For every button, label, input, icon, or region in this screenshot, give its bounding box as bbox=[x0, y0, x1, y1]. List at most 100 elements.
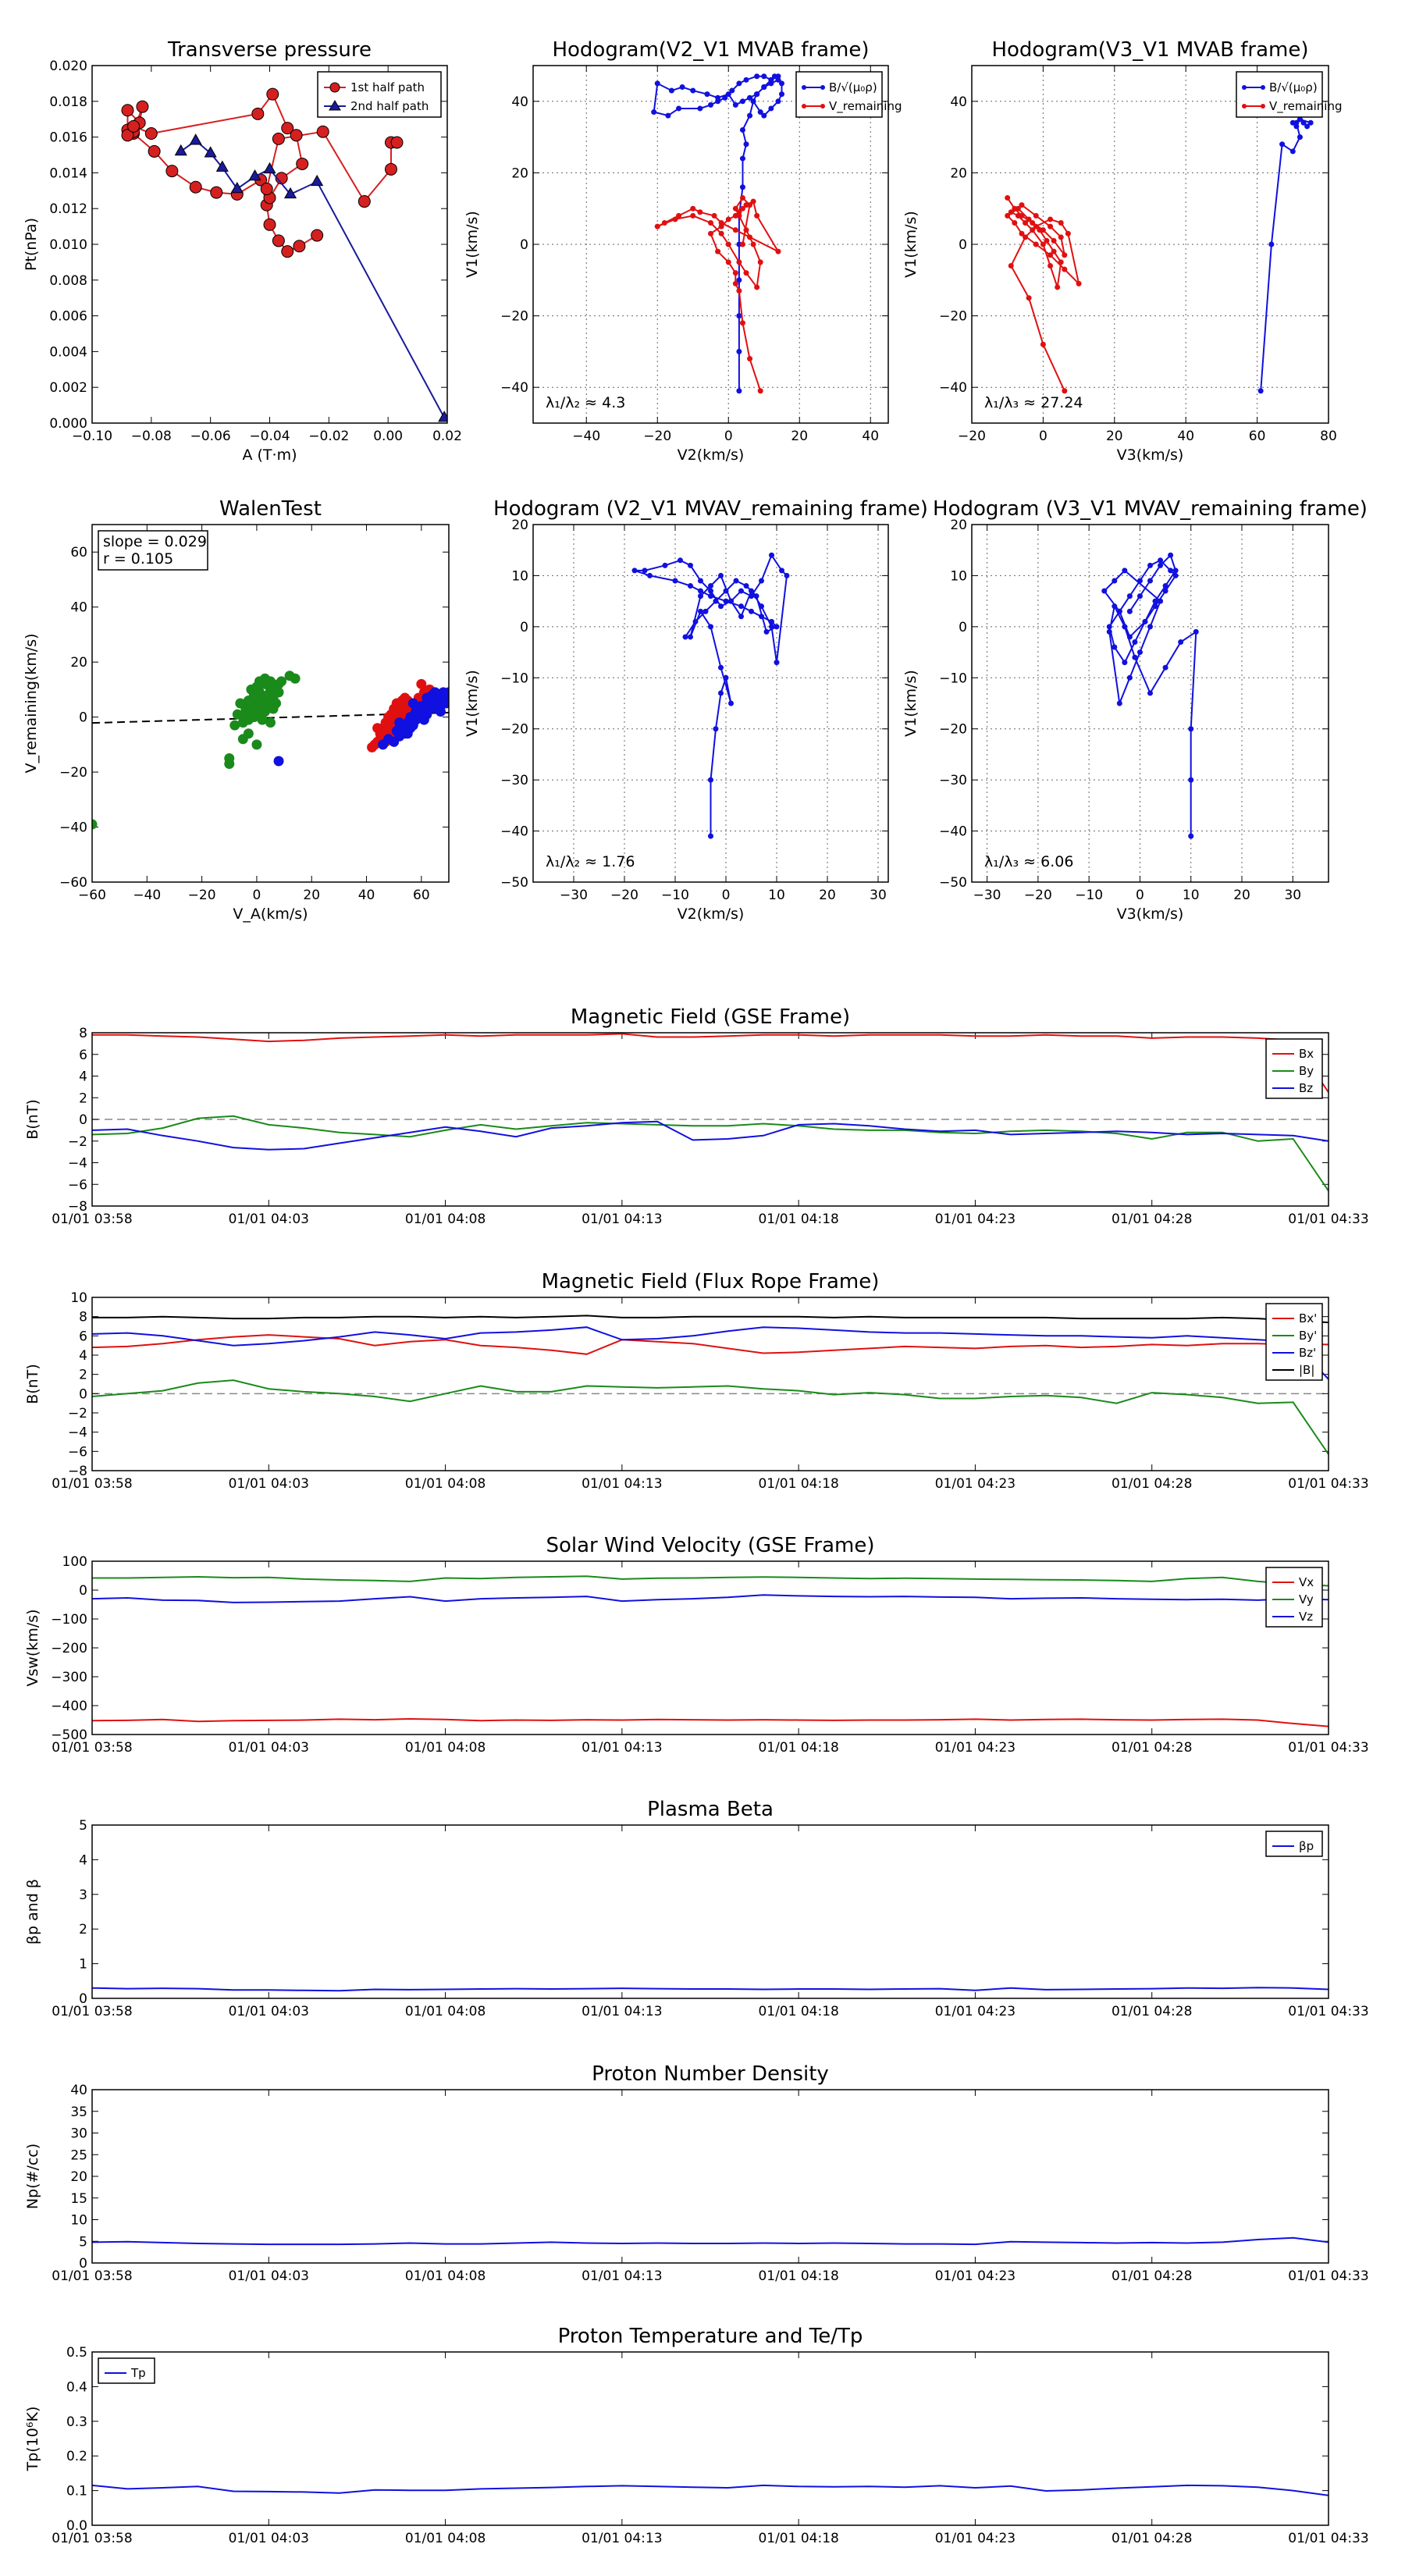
y-tick-label: 40 bbox=[70, 600, 87, 616]
series-0-point bbox=[1158, 557, 1164, 564]
y-tick-label: 20 bbox=[950, 518, 967, 533]
series-0-point bbox=[1152, 603, 1158, 610]
series-b-point bbox=[768, 105, 774, 112]
series-b-point bbox=[775, 98, 781, 105]
series-0-point bbox=[774, 660, 780, 666]
series-0-point bbox=[698, 593, 703, 600]
data-layer bbox=[1101, 552, 1199, 839]
x-tick-label: 01/01 04:03 bbox=[229, 2268, 309, 2284]
x-tick-label: −20 bbox=[1024, 888, 1052, 903]
series-b-point bbox=[1297, 116, 1303, 123]
x-tick-label: 20 bbox=[791, 429, 808, 444]
series-v-remaining-point bbox=[1008, 209, 1014, 215]
series-v-remaining-point bbox=[743, 270, 749, 276]
series-v-remaining-point bbox=[1048, 252, 1054, 258]
x-tick-label: −0.10 bbox=[72, 429, 112, 444]
y-tick-label: −20 bbox=[59, 765, 87, 781]
stats-box bbox=[98, 530, 208, 571]
y-tick-label: 20 bbox=[511, 165, 528, 181]
series-0-point bbox=[1168, 568, 1174, 574]
series-b-point bbox=[736, 80, 742, 87]
series-0-point bbox=[1122, 624, 1128, 630]
series-1st-half-path-point bbox=[266, 87, 279, 101]
series-v-remaining-point bbox=[1023, 234, 1029, 240]
series-0-point bbox=[698, 578, 703, 584]
series-v-remaining-point bbox=[1030, 220, 1036, 226]
legend-label: |B| bbox=[1299, 1363, 1314, 1377]
y-tick-label: 0 bbox=[79, 1112, 87, 1128]
x-tick-label: 10 bbox=[768, 888, 785, 903]
legend-label: Bz bbox=[1299, 1081, 1313, 1095]
data-layer bbox=[92, 2484, 1329, 2496]
y-tick-label: −40 bbox=[939, 380, 967, 396]
series-v-remaining-line bbox=[656, 196, 781, 392]
chart-title: Solar Wind Velocity (GSE Frame) bbox=[546, 1534, 874, 1557]
chart-mag_gse: Magnetic Field (GSE Frame) 01/01 03:58 01/… bbox=[24, 1005, 1369, 1227]
legend-box bbox=[1265, 1567, 1323, 1628]
series-b-point bbox=[750, 98, 756, 105]
series-0-point bbox=[642, 568, 648, 574]
y-tick-label: −20 bbox=[939, 309, 967, 325]
series-2-point bbox=[402, 728, 413, 739]
x-tick-label: 01/01 03:58 bbox=[52, 2268, 132, 2284]
data-layer bbox=[651, 73, 784, 394]
x-tick-label: −10 bbox=[1075, 888, 1103, 903]
y-tick-label: −50 bbox=[500, 875, 528, 891]
series-0-point bbox=[1126, 593, 1133, 600]
x-tick-label: 40 bbox=[1177, 429, 1194, 444]
series-0-point bbox=[92, 819, 98, 830]
series-0-point bbox=[1162, 588, 1168, 594]
series-2-point bbox=[443, 695, 449, 706]
y-tick-label: 10 bbox=[70, 1290, 87, 1306]
series-b-point bbox=[665, 112, 671, 119]
legend-label: B/√(μ₀ρ) bbox=[829, 80, 877, 94]
series-v-remaining-point bbox=[1008, 262, 1014, 269]
series-v-remaining-point bbox=[736, 288, 742, 294]
series-0-point bbox=[723, 674, 729, 681]
series-b-point bbox=[761, 112, 767, 119]
series-0-point bbox=[1106, 628, 1112, 635]
series-1st-half-path-point bbox=[390, 136, 404, 149]
x-tick-label: 01/01 03:58 bbox=[52, 1476, 132, 1492]
series-0-point bbox=[1112, 603, 1118, 610]
x-tick-label: 01/01 04:28 bbox=[1112, 2531, 1192, 2546]
y-axis-label: B(nT) bbox=[24, 1364, 41, 1404]
x-tick-label: 60 bbox=[1249, 429, 1266, 444]
eigenvalue-ratio-annotation: λ₁/λ₃ ≈ 27.24 bbox=[984, 394, 1083, 411]
series-b-point bbox=[715, 98, 721, 105]
y-tick-label: 0 bbox=[520, 620, 528, 635]
series-v-remaining-point bbox=[654, 223, 660, 229]
x-tick-label: 01/01 04:08 bbox=[405, 1740, 486, 1756]
legend-marker bbox=[1242, 104, 1247, 109]
series-b-point bbox=[1293, 123, 1300, 130]
series-b-point bbox=[761, 73, 767, 80]
x-tick-label: −0.06 bbox=[190, 429, 231, 444]
legend-marker bbox=[329, 82, 340, 93]
chart-title: Proton Temperature and Te/Tp bbox=[558, 2325, 863, 2348]
x-tick-label: 01/01 04:23 bbox=[935, 2531, 1016, 2546]
series-b-point bbox=[739, 98, 745, 105]
legend-label: By bbox=[1299, 1064, 1314, 1078]
series-v-remaining-point bbox=[1058, 234, 1064, 240]
x-tick-label: 01/01 04:08 bbox=[405, 2531, 486, 2546]
x-tick-label: 40 bbox=[862, 429, 879, 444]
series-0-point bbox=[749, 593, 754, 600]
series-0-point bbox=[1178, 639, 1184, 645]
series-v-remaining-point bbox=[725, 216, 731, 222]
x-tick-label: 0.00 bbox=[373, 429, 403, 444]
x-tick-label: 01/01 04:03 bbox=[229, 1212, 309, 1227]
series-1st-half-path-point bbox=[148, 144, 161, 158]
y-tick-label: 0.3 bbox=[66, 2414, 87, 2430]
x-tick-label: 0 bbox=[724, 429, 733, 444]
series-0-point bbox=[698, 608, 703, 614]
x-tick-label: 01/01 04:18 bbox=[758, 1212, 838, 1227]
y-tick-label: 0 bbox=[520, 237, 528, 253]
series-0-point bbox=[784, 572, 790, 578]
chart-title: Plasma Beta bbox=[647, 1798, 774, 1821]
legend-box bbox=[1236, 71, 1323, 118]
x-tick-label: −30 bbox=[560, 888, 588, 903]
series-v-remaining-point bbox=[1026, 216, 1032, 222]
y-tick-label: −6 bbox=[68, 1177, 87, 1193]
series-0-point bbox=[733, 578, 739, 584]
